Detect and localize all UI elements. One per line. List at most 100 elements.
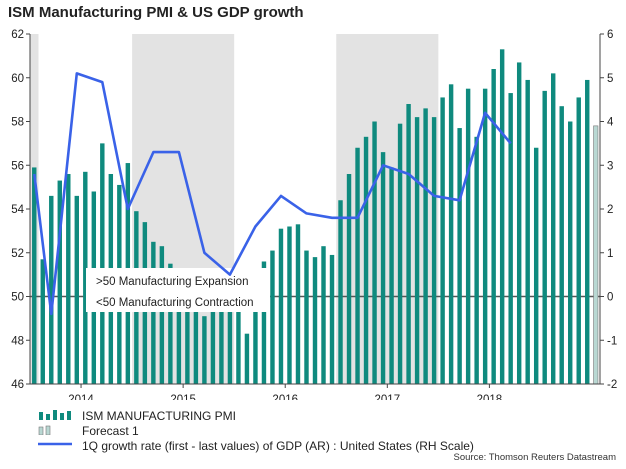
forecast-swatch: [38, 423, 74, 438]
ism-bar: [236, 270, 241, 384]
annotation-background: [86, 268, 270, 312]
x-tick-label: 2015: [170, 394, 196, 400]
left-tick-label: 48: [11, 335, 24, 347]
ism-bar: [321, 246, 326, 384]
ism-bar: [585, 79, 590, 384]
ism-bar: [185, 270, 190, 384]
chart-svg: >50 Manufacturing Expansion <50 Manufact…: [11, 29, 617, 400]
right-tick-label: 6: [607, 29, 613, 41]
right-tick-label: 3: [607, 160, 613, 172]
left-tick-label: 60: [11, 73, 24, 85]
ism-bar: [482, 88, 488, 384]
ism-bar: [474, 136, 479, 384]
annotation-group: >50 Manufacturing Expansion <50 Manufact…: [86, 268, 270, 312]
ism-bar: [329, 254, 335, 384]
ism-bar: [533, 147, 539, 384]
right-tick-label: 2: [607, 204, 613, 216]
shaded-periods: [30, 34, 439, 384]
annotation-contraction: <50 Manufacturing Contraction: [96, 297, 254, 309]
ism-bar: [346, 174, 352, 384]
right-tick-label: 0: [607, 292, 613, 304]
ism-bar: [159, 246, 165, 384]
forecast-bar: [593, 125, 599, 385]
left-tick-label: 54: [11, 204, 24, 216]
ism-bar: [568, 121, 573, 384]
ism-bar: [465, 88, 471, 384]
ism-bar: [380, 152, 386, 384]
x-tick-label: 2017: [375, 394, 401, 400]
ism-bar: [423, 108, 428, 384]
ism-bar: [253, 276, 258, 384]
legend-ism: ISM MANUFACTURING PMI: [38, 408, 236, 423]
ism-bar: [508, 93, 513, 384]
ism-bar: [202, 316, 207, 384]
ism-bar: [278, 228, 284, 384]
right-tick-label: 5: [607, 73, 613, 85]
ism-bar: [40, 259, 45, 384]
ism-swatch: [38, 408, 74, 423]
ism-bar: [355, 147, 360, 384]
legend-gdp-label: 1Q growth rate (first - last values) of …: [82, 438, 474, 453]
ism-bar: [193, 294, 199, 384]
legend-ism-label: ISM MANUFACTURING PMI: [82, 408, 237, 423]
ism-bar: [559, 106, 564, 384]
ism-bar: [414, 117, 420, 384]
right-tick-label: -1: [607, 335, 617, 347]
ism-bar: [499, 49, 505, 384]
gdp-line: [33, 72, 512, 316]
ism-bar: [32, 167, 37, 384]
ism-bar: [550, 73, 556, 384]
ism-bar: [270, 250, 275, 384]
ism-bar: [304, 250, 309, 384]
ism-bar: [576, 97, 581, 384]
ism-bar: [49, 195, 54, 384]
legend-forecast-label: Forecast 1: [82, 423, 139, 438]
ism-bar: [431, 117, 437, 384]
ism-bar: [74, 195, 80, 384]
ism-bar: [448, 84, 454, 384]
ism-bar: [244, 333, 250, 384]
ism-bar: [372, 121, 377, 384]
right-tick-label: -2: [607, 379, 617, 391]
ism-bar: [440, 97, 445, 384]
ism-bar: [100, 143, 105, 384]
ism-bar: [295, 224, 301, 384]
left-tick-label: 46: [11, 379, 24, 391]
ism-bar: [210, 307, 216, 384]
legend-forecast: Forecast 1: [38, 423, 139, 438]
ism-bar: [389, 167, 394, 384]
left-tick-label: 58: [11, 117, 24, 129]
ism-bar: [83, 171, 88, 384]
shaded-band-1: [132, 34, 235, 384]
shaded-band-2: [336, 34, 439, 384]
source-note: Source: Thomson Reuters Datastream: [453, 452, 616, 463]
right-tick-label: 4: [607, 117, 614, 129]
gdp-swatch: [38, 438, 74, 453]
ism-bar: [168, 263, 173, 384]
ism-bar: [457, 128, 462, 384]
ism-bar: [66, 174, 71, 384]
ism-bar: [363, 136, 369, 384]
annotation-expansion: >50 Manufacturing Expansion: [96, 276, 248, 288]
legend-gdp: 1Q growth rate (first - last values) of …: [38, 438, 474, 453]
ism-bars: [32, 49, 599, 385]
ism-bar: [542, 90, 547, 384]
ism-bar: [151, 241, 156, 384]
ism-bar: [176, 281, 182, 384]
left-tick-label: 62: [11, 29, 24, 41]
x-tick-label: 2016: [272, 394, 298, 400]
gdp-line-group: [33, 72, 512, 316]
ism-bar: [338, 200, 343, 384]
ism-bar: [525, 79, 530, 384]
ism-bar: [516, 62, 522, 384]
ism-bar: [287, 226, 292, 384]
ism-bar: [57, 180, 62, 384]
chart-title: ISM Manufacturing PMI & US GDP growth: [8, 4, 304, 21]
ism-bar: [406, 104, 411, 384]
ism-bar: [261, 261, 267, 384]
left-tick-label: 52: [11, 248, 24, 260]
ism-bar: [219, 289, 224, 384]
ism-bar: [227, 294, 233, 384]
left-tick-label: 50: [11, 292, 24, 304]
